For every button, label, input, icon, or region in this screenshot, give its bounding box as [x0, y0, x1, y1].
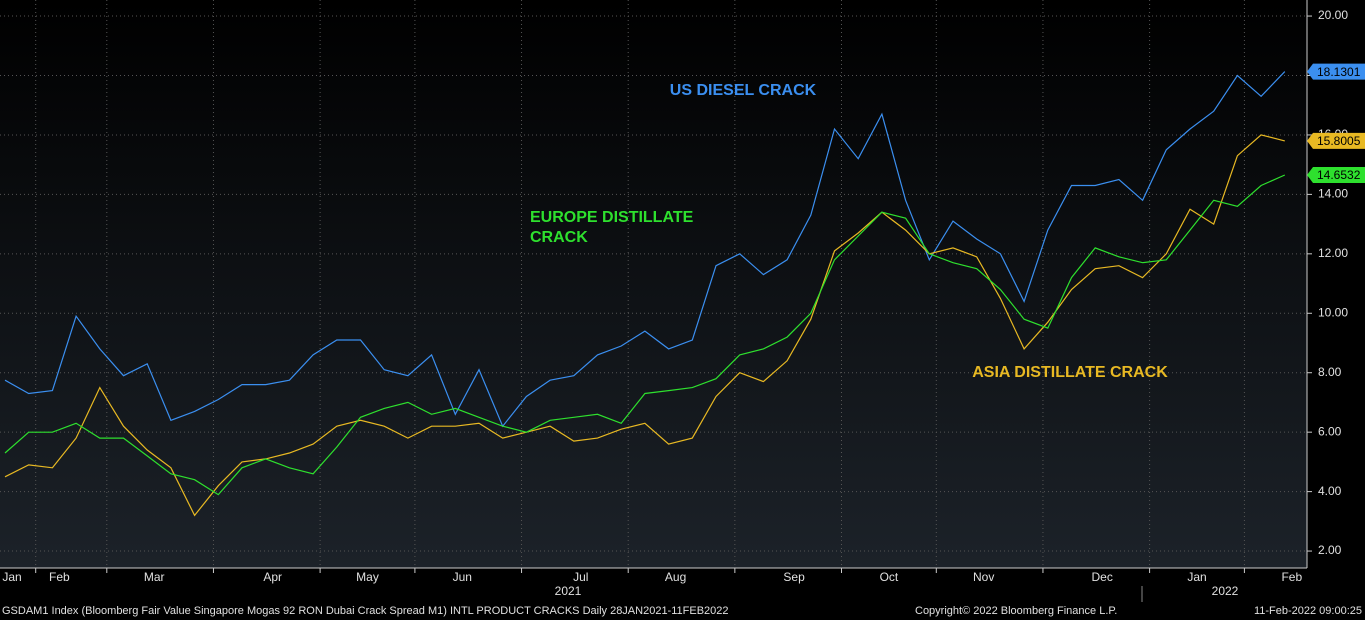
y-tick-label: 12.00	[1318, 246, 1348, 260]
plot-lines	[4, 71, 1286, 517]
series-line	[4, 174, 1286, 496]
x-tick-label: Jul	[573, 570, 588, 584]
y-tick-label: 20.00	[1318, 8, 1348, 22]
x-tick-label: Jan	[2, 570, 21, 584]
y-tick-label: 8.00	[1318, 365, 1342, 379]
x-tick-label: Mar	[144, 570, 165, 584]
x-tick-label: Apr	[263, 570, 282, 584]
year-label: 2022	[1212, 584, 1239, 598]
x-tick-label: Jun	[453, 570, 472, 584]
last-value-box	[1307, 166, 1365, 183]
last-value-label: 18.1301	[1317, 65, 1361, 79]
x-tick-label: Sep	[783, 570, 805, 584]
annotation: ASIA DISTILLATE CRACK	[972, 364, 1168, 381]
plot-area	[0, 0, 1307, 568]
annotation: CRACK	[530, 229, 588, 246]
y-tick-label: 6.00	[1318, 424, 1342, 438]
y-tick-label: 2.00	[1318, 543, 1342, 557]
footer-timestamp: 11-Feb-2022 09:00:25	[1254, 605, 1362, 617]
last-value-box	[1307, 63, 1365, 80]
footer-source: GSDAM1 Index (Bloomberg Fair Value Singa…	[2, 605, 729, 617]
x-tick-label: Feb	[1281, 570, 1302, 584]
x-tick-label: Feb	[49, 570, 70, 584]
footer-copyright: Copyright© 2022 Bloomberg Finance L.P.	[915, 605, 1117, 617]
x-tick-label: Nov	[973, 570, 994, 584]
series-line	[4, 134, 1285, 517]
y-tick-label: 4.00	[1318, 484, 1342, 498]
x-tick-label: Aug	[665, 570, 686, 584]
y-tick-label: 14.00	[1318, 187, 1348, 201]
last-value-label: 15.8005	[1317, 134, 1361, 148]
series-line	[4, 71, 1286, 428]
year-label: 2021	[555, 584, 582, 598]
annotation: EUROPE DISTILLATE	[530, 209, 694, 226]
last-value-label: 14.6532	[1317, 168, 1361, 182]
y-tick-label: 10.00	[1318, 305, 1348, 319]
x-tick-label: May	[356, 570, 379, 584]
x-tick-label: Jan	[1187, 570, 1206, 584]
x-tick-label: Oct	[880, 570, 899, 584]
last-value-box	[1307, 132, 1365, 149]
x-tick-label: Dec	[1092, 570, 1113, 584]
annotation: US DIESEL CRACK	[670, 82, 817, 99]
